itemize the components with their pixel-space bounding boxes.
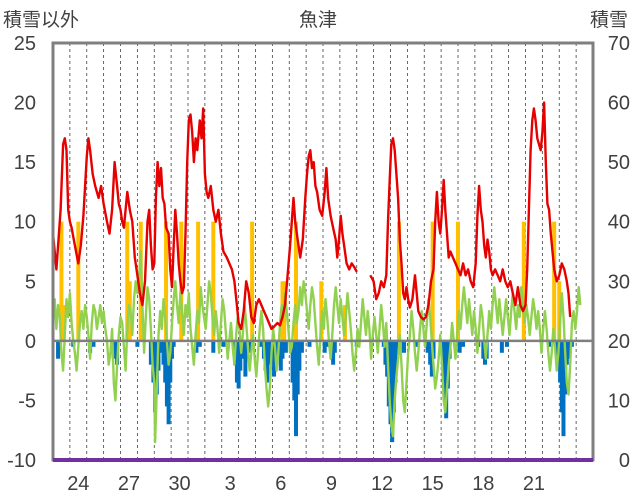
left-y-tick: -10 — [7, 450, 36, 472]
blue-bar — [56, 340, 61, 359]
green-line-series — [51, 250, 582, 444]
right-y-tick: 40 — [608, 212, 630, 234]
x-tick: 27 — [118, 473, 140, 495]
right-axis-label: 積雪 — [590, 9, 628, 31]
blue-bar — [297, 340, 302, 371]
blue-bar — [499, 340, 504, 353]
green-line-path — [51, 250, 582, 444]
blue-bar — [275, 340, 280, 353]
red-line-path — [369, 101, 572, 321]
blue-bar — [425, 340, 430, 353]
orange-bar — [557, 281, 562, 341]
blue-bar — [332, 340, 337, 353]
blue-bar — [168, 340, 173, 383]
left-axis-label: 積雪以外 — [3, 9, 79, 31]
blue-bar — [307, 340, 312, 347]
orange-bar — [430, 221, 435, 341]
right-y-tick: 60 — [608, 93, 630, 115]
x-tick: 6 — [275, 473, 286, 495]
x-tick: 15 — [422, 473, 444, 495]
blue-bar — [169, 340, 174, 359]
orange-bar — [196, 221, 201, 341]
blue-bar — [564, 340, 569, 365]
orange-bar — [211, 221, 216, 341]
chart-title: 魚津 — [299, 9, 337, 31]
right-y-tick: 50 — [608, 152, 630, 174]
orange-bar — [456, 221, 460, 341]
right-y-tick: 30 — [608, 271, 630, 293]
blue-bar — [461, 340, 466, 347]
left-y-tick: 5 — [25, 271, 36, 293]
right-y-tick: 10 — [608, 390, 630, 412]
left-y-tick: 10 — [14, 212, 36, 234]
blue-bar — [395, 340, 400, 359]
left-y-tick: 25 — [14, 33, 36, 55]
blue-bar — [402, 340, 406, 353]
blue-bar — [197, 340, 202, 347]
right-y-tick: 70 — [608, 33, 630, 55]
orange-bar — [521, 221, 526, 341]
x-tick-labels: 24 27 30 3 6 9 12 15 18 21 — [67, 473, 545, 495]
orange-bar — [294, 221, 298, 341]
left-y-tick-labels: 25 20 15 10 5 0 -5 -10 — [7, 33, 36, 472]
red-line-path — [51, 107, 358, 331]
x-tick: 18 — [472, 473, 494, 495]
orange-bar — [61, 305, 66, 341]
blue-bar — [240, 340, 245, 359]
blue-bar — [243, 340, 248, 377]
blue-bar — [171, 340, 176, 347]
blue-bar — [504, 340, 509, 347]
orange-bar — [552, 221, 557, 341]
right-y-tick-labels: 70 60 50 40 30 20 10 0 — [608, 33, 630, 472]
blue-bar — [238, 340, 243, 371]
x-tick: 12 — [371, 473, 393, 495]
orange-bar — [164, 221, 169, 341]
red-line-series — [51, 101, 572, 331]
blue-bar — [135, 340, 140, 347]
blue-bar — [457, 340, 462, 353]
orange-bar — [396, 221, 401, 341]
blue-bar — [221, 340, 226, 347]
blue-bar — [268, 340, 273, 353]
orange-bar — [59, 221, 64, 341]
blue-bar — [299, 340, 304, 353]
blue-bar — [393, 340, 398, 383]
blue-bar — [258, 340, 263, 347]
x-tick: 24 — [67, 473, 89, 495]
blue-bar — [194, 340, 199, 353]
left-y-tick: 20 — [14, 93, 36, 115]
right-y-tick: 20 — [608, 331, 630, 353]
x-tick: 3 — [225, 473, 236, 495]
left-y-tick: 0 — [25, 331, 36, 353]
left-y-tick: 15 — [14, 152, 36, 174]
left-y-tick: -5 — [18, 390, 36, 412]
orange-bar — [250, 221, 255, 341]
blue-bar — [158, 340, 163, 353]
x-tick: 9 — [326, 473, 337, 495]
orange-bar — [76, 221, 81, 341]
x-tick: 21 — [523, 473, 545, 495]
x-tick: 30 — [168, 473, 190, 495]
blue-bar — [91, 340, 96, 347]
right-y-tick: 0 — [619, 450, 630, 472]
blue-bar — [413, 340, 418, 347]
blue-bar — [211, 340, 216, 353]
orange-bar — [125, 221, 130, 341]
blue-bar — [567, 340, 572, 359]
blue-bar — [283, 340, 288, 353]
blue-bar — [547, 340, 552, 347]
blue-bar — [280, 340, 285, 359]
blue-bar — [322, 340, 327, 353]
